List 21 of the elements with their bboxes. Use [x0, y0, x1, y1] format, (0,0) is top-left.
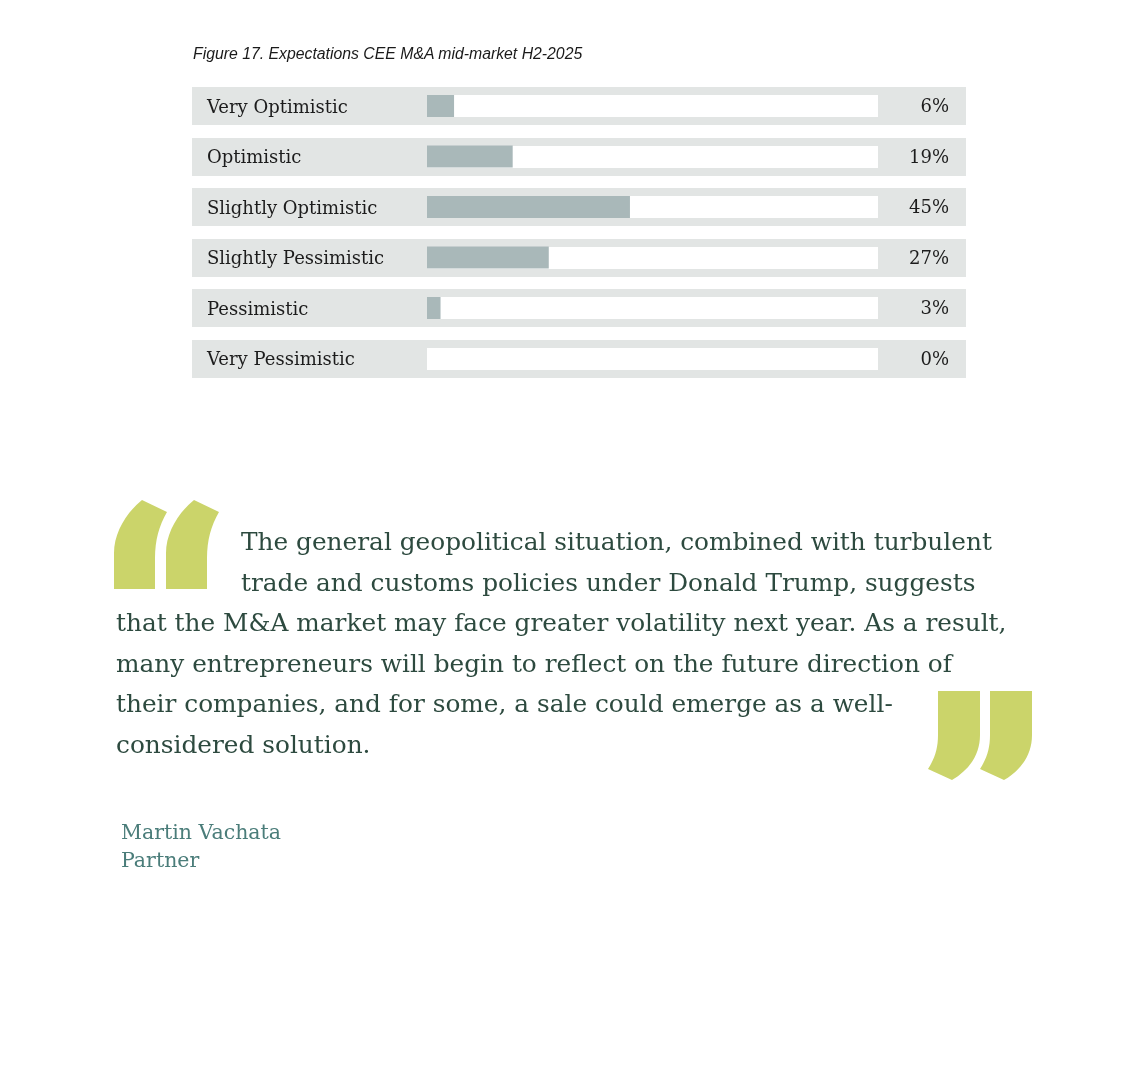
y-tick-label: Slightly Pessimistic	[207, 247, 385, 269]
text: Partner	[121, 847, 201, 874]
data-label: 0%	[920, 346, 949, 371]
text: The general geopolitical situation, combined with turbulent trade and customs policies under Donald Trump, suggests that the M&A market may face greater volatility next year. As a result, many entrepreneurs will begin to reflect on the future direction of their companies, and for some, a sale could emerge as a well-considered solution.	[116, 527, 1007, 759]
data-label: 3%	[920, 296, 949, 321]
y-tick-label: Pessimistic	[207, 297, 309, 319]
data-label: 27%	[908, 245, 949, 270]
bar	[427, 246, 549, 269]
text: Martin Vachata	[121, 819, 282, 846]
bar	[427, 95, 455, 117]
data-label: 19%	[908, 144, 949, 169]
y-tick-label: Optimistic	[207, 146, 302, 168]
y-tick-label: Very Optimistic	[206, 95, 348, 117]
data-label: 45%	[908, 195, 949, 220]
bar	[427, 145, 513, 168]
y-tick-label: Slightly Optimistic	[207, 196, 378, 218]
chart-title: Figure 17. Expectations CEE M&A mid-market H2-2025	[193, 45, 583, 63]
bar	[427, 297, 441, 319]
y-tick-label: Very Pessimistic	[206, 348, 355, 370]
data-label: 6%	[920, 94, 949, 119]
bar	[427, 196, 630, 218]
